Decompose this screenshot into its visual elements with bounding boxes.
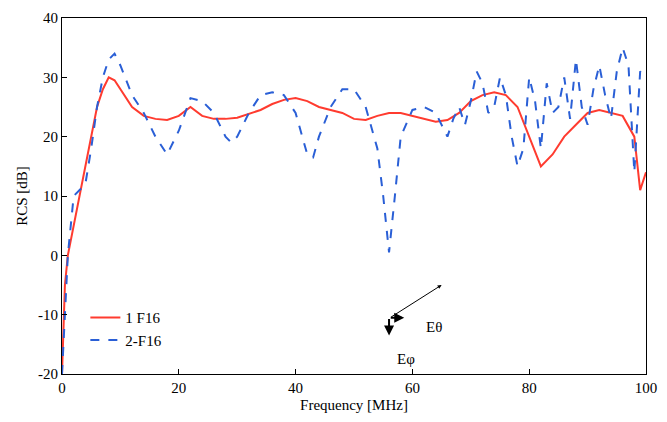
svg-text:40: 40	[288, 380, 303, 396]
svg-text:100: 100	[635, 380, 658, 396]
svg-text:20: 20	[171, 380, 186, 396]
svg-text:30: 30	[43, 70, 58, 86]
svg-text:80: 80	[522, 380, 537, 396]
svg-text:Frequency [MHz]: Frequency [MHz]	[300, 397, 408, 413]
svg-text:RCS [dB]: RCS [dB]	[14, 166, 30, 226]
svg-text:Eφ: Eφ	[397, 351, 415, 367]
svg-text:1 F16: 1 F16	[125, 310, 160, 326]
svg-text:0: 0	[58, 380, 66, 396]
svg-text:20: 20	[43, 129, 58, 145]
svg-text:10: 10	[43, 188, 58, 204]
svg-text:40: 40	[43, 10, 58, 26]
svg-text:Eθ: Eθ	[426, 319, 442, 335]
svg-text:0: 0	[51, 248, 59, 264]
svg-text:60: 60	[405, 380, 420, 396]
svg-text:-20: -20	[38, 366, 58, 382]
svg-text:2-F16: 2-F16	[125, 333, 161, 349]
svg-text:-10: -10	[38, 307, 58, 323]
